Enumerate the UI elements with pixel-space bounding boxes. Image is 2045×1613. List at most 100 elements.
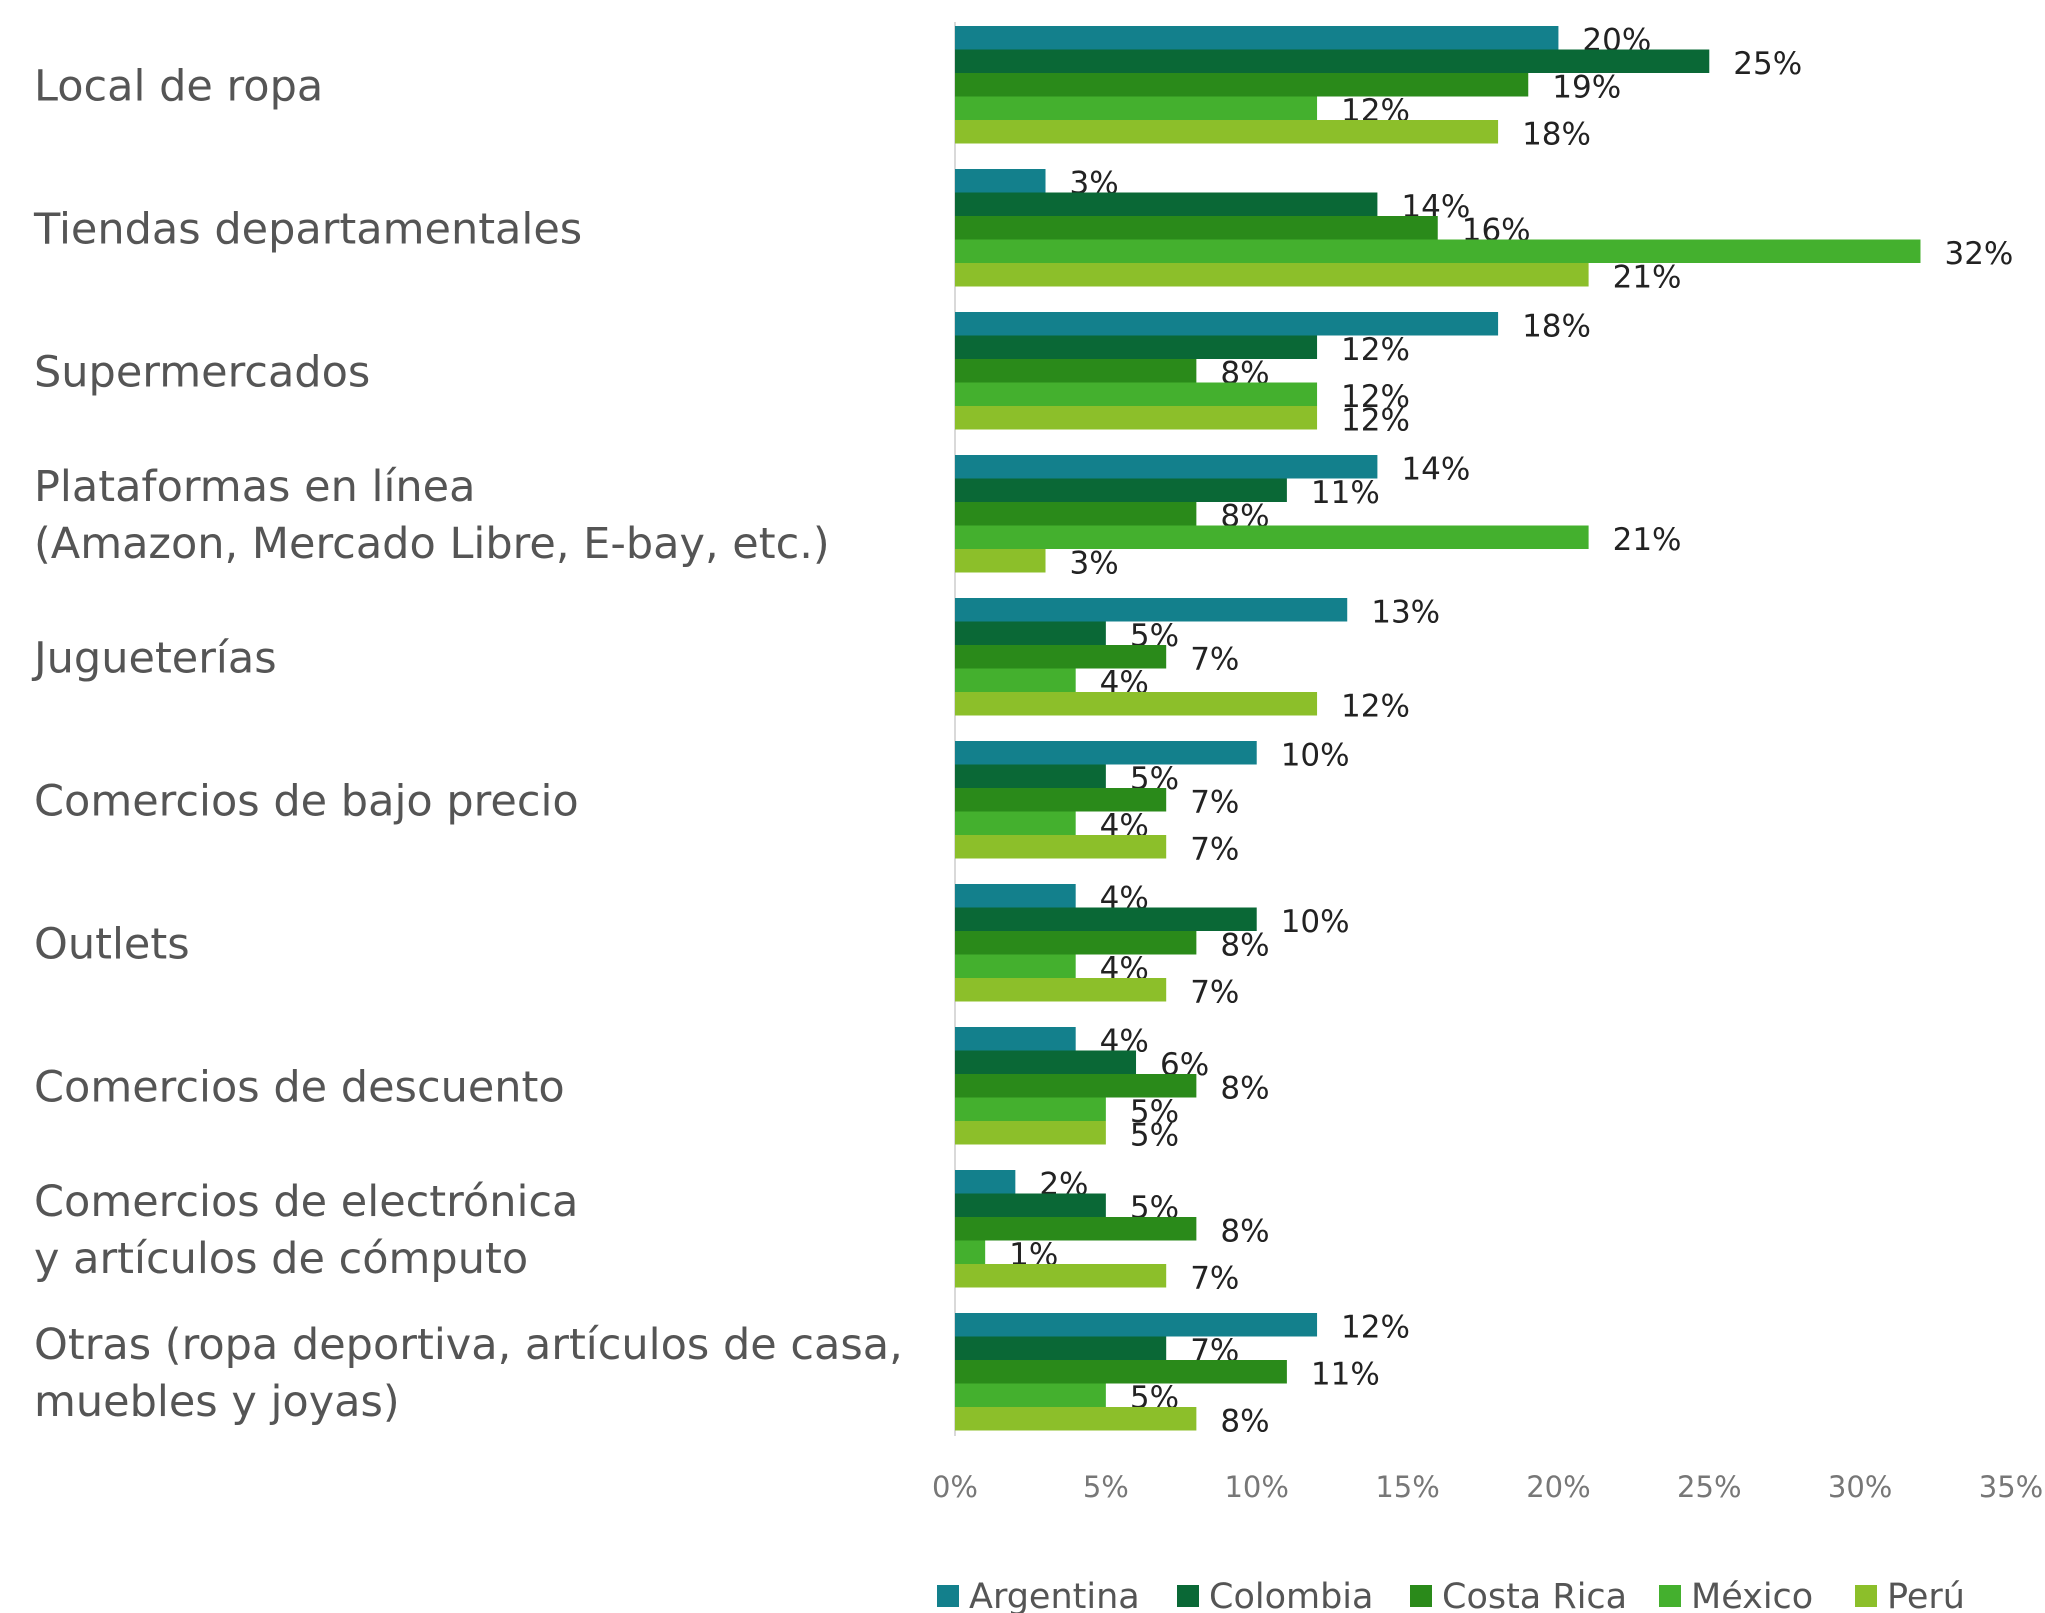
value-label: 21% xyxy=(1613,522,1682,558)
legend-swatch xyxy=(1659,1585,1681,1607)
bar xyxy=(955,406,1318,430)
x-tick-label: 30% xyxy=(1828,1470,1892,1504)
value-label: 10% xyxy=(1281,904,1350,940)
bar xyxy=(955,1264,1167,1288)
bar xyxy=(955,1336,1167,1360)
value-label: 10% xyxy=(1281,737,1350,773)
bar xyxy=(955,169,1046,193)
bar xyxy=(955,764,1106,788)
legend-swatch xyxy=(1177,1585,1199,1607)
x-tick-label: 20% xyxy=(1526,1470,1590,1504)
bar xyxy=(955,1407,1197,1431)
bar xyxy=(955,335,1318,359)
value-label: 8% xyxy=(1220,1070,1269,1106)
value-label: 25% xyxy=(1733,46,1802,82)
category-label: Otras (ropa deportiva, artículos de casa… xyxy=(34,1319,903,1427)
bar xyxy=(955,931,1197,955)
value-label: 7% xyxy=(1190,1260,1239,1296)
value-label: 7% xyxy=(1190,784,1239,820)
bar xyxy=(955,49,1710,73)
bar xyxy=(955,621,1106,645)
x-tick-label: 5% xyxy=(1083,1470,1129,1504)
value-label: 14% xyxy=(1401,451,1470,487)
legend-label: México xyxy=(1691,1577,1813,1613)
legend-label: Perú xyxy=(1887,1577,1965,1613)
bar xyxy=(955,1170,1016,1194)
value-label: 19% xyxy=(1552,69,1621,105)
value-label: 12% xyxy=(1341,1309,1410,1345)
category-label: Tiendas departamentales xyxy=(34,204,583,255)
bar xyxy=(955,884,1076,908)
value-label: 18% xyxy=(1522,116,1591,152)
bar xyxy=(955,73,1529,97)
bar xyxy=(955,120,1499,144)
bar xyxy=(955,1313,1318,1337)
value-label: 11% xyxy=(1311,1356,1380,1392)
value-label: 11% xyxy=(1311,475,1380,511)
bar xyxy=(955,811,1076,835)
x-tick-label: 25% xyxy=(1677,1470,1741,1504)
value-label: 8% xyxy=(1220,1213,1269,1249)
bar xyxy=(955,26,1559,50)
legend-swatch xyxy=(1410,1585,1432,1607)
category-label: Comercios de bajo precio xyxy=(34,776,579,827)
bar xyxy=(955,741,1257,765)
legend-label: Costa Rica xyxy=(1442,1577,1627,1613)
x-tick-label: 10% xyxy=(1224,1470,1288,1504)
bar xyxy=(955,1217,1197,1241)
value-label: 12% xyxy=(1341,402,1410,438)
x-tick-label: 35% xyxy=(1979,1470,2043,1504)
legend-label: Colombia xyxy=(1209,1577,1373,1613)
bar xyxy=(955,978,1167,1002)
value-label: 13% xyxy=(1371,594,1440,630)
bar xyxy=(955,1193,1106,1217)
value-label: 12% xyxy=(1341,688,1410,724)
bar xyxy=(955,1240,986,1264)
category-label: Outlets xyxy=(34,919,190,970)
value-label: 7% xyxy=(1190,974,1239,1010)
bar xyxy=(955,645,1167,669)
value-label: 5% xyxy=(1130,1117,1179,1153)
legend-swatch xyxy=(1855,1585,1877,1607)
value-label: 21% xyxy=(1613,259,1682,295)
bar xyxy=(955,263,1589,287)
bar xyxy=(955,478,1287,502)
value-label: 8% xyxy=(1220,927,1269,963)
x-tick-label: 0% xyxy=(932,1470,978,1504)
value-label: 18% xyxy=(1522,308,1591,344)
value-label: 5% xyxy=(1130,1094,1179,1130)
bar xyxy=(955,1097,1106,1121)
category-label: Plataformas en línea (Amazon, Mercado Li… xyxy=(34,461,830,569)
bar xyxy=(955,96,1318,120)
value-label: 32% xyxy=(1944,236,2013,272)
category-label: Comercios de electrónica y artículos de … xyxy=(34,1176,579,1284)
bar xyxy=(955,525,1589,549)
value-label: 12% xyxy=(1341,332,1410,368)
bar xyxy=(955,1050,1137,1074)
bar xyxy=(955,502,1197,526)
value-label: 3% xyxy=(1070,545,1119,581)
bar xyxy=(955,835,1167,859)
category-label: Comercios de descuento xyxy=(34,1062,565,1113)
value-label: 12% xyxy=(1341,379,1410,415)
bar xyxy=(955,598,1348,622)
value-label: 8% xyxy=(1220,1403,1269,1439)
category-label: Local de ropa xyxy=(34,61,324,112)
bar xyxy=(955,1074,1197,1098)
bar xyxy=(955,549,1046,573)
legend-swatch xyxy=(937,1585,959,1607)
value-label: 7% xyxy=(1190,641,1239,677)
bar xyxy=(955,1027,1076,1051)
bar xyxy=(955,668,1076,692)
bar xyxy=(955,239,1921,263)
category-label: Jugueterías xyxy=(34,633,277,684)
category-label: Supermercados xyxy=(34,347,371,398)
bar xyxy=(955,359,1197,383)
bar xyxy=(955,954,1076,978)
bar xyxy=(955,216,1438,240)
bar xyxy=(955,1383,1106,1407)
bar xyxy=(955,692,1318,716)
bar xyxy=(955,455,1378,479)
